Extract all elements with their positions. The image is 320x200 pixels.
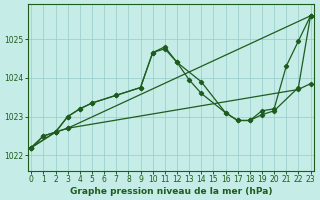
X-axis label: Graphe pression niveau de la mer (hPa): Graphe pression niveau de la mer (hPa): [70, 187, 272, 196]
